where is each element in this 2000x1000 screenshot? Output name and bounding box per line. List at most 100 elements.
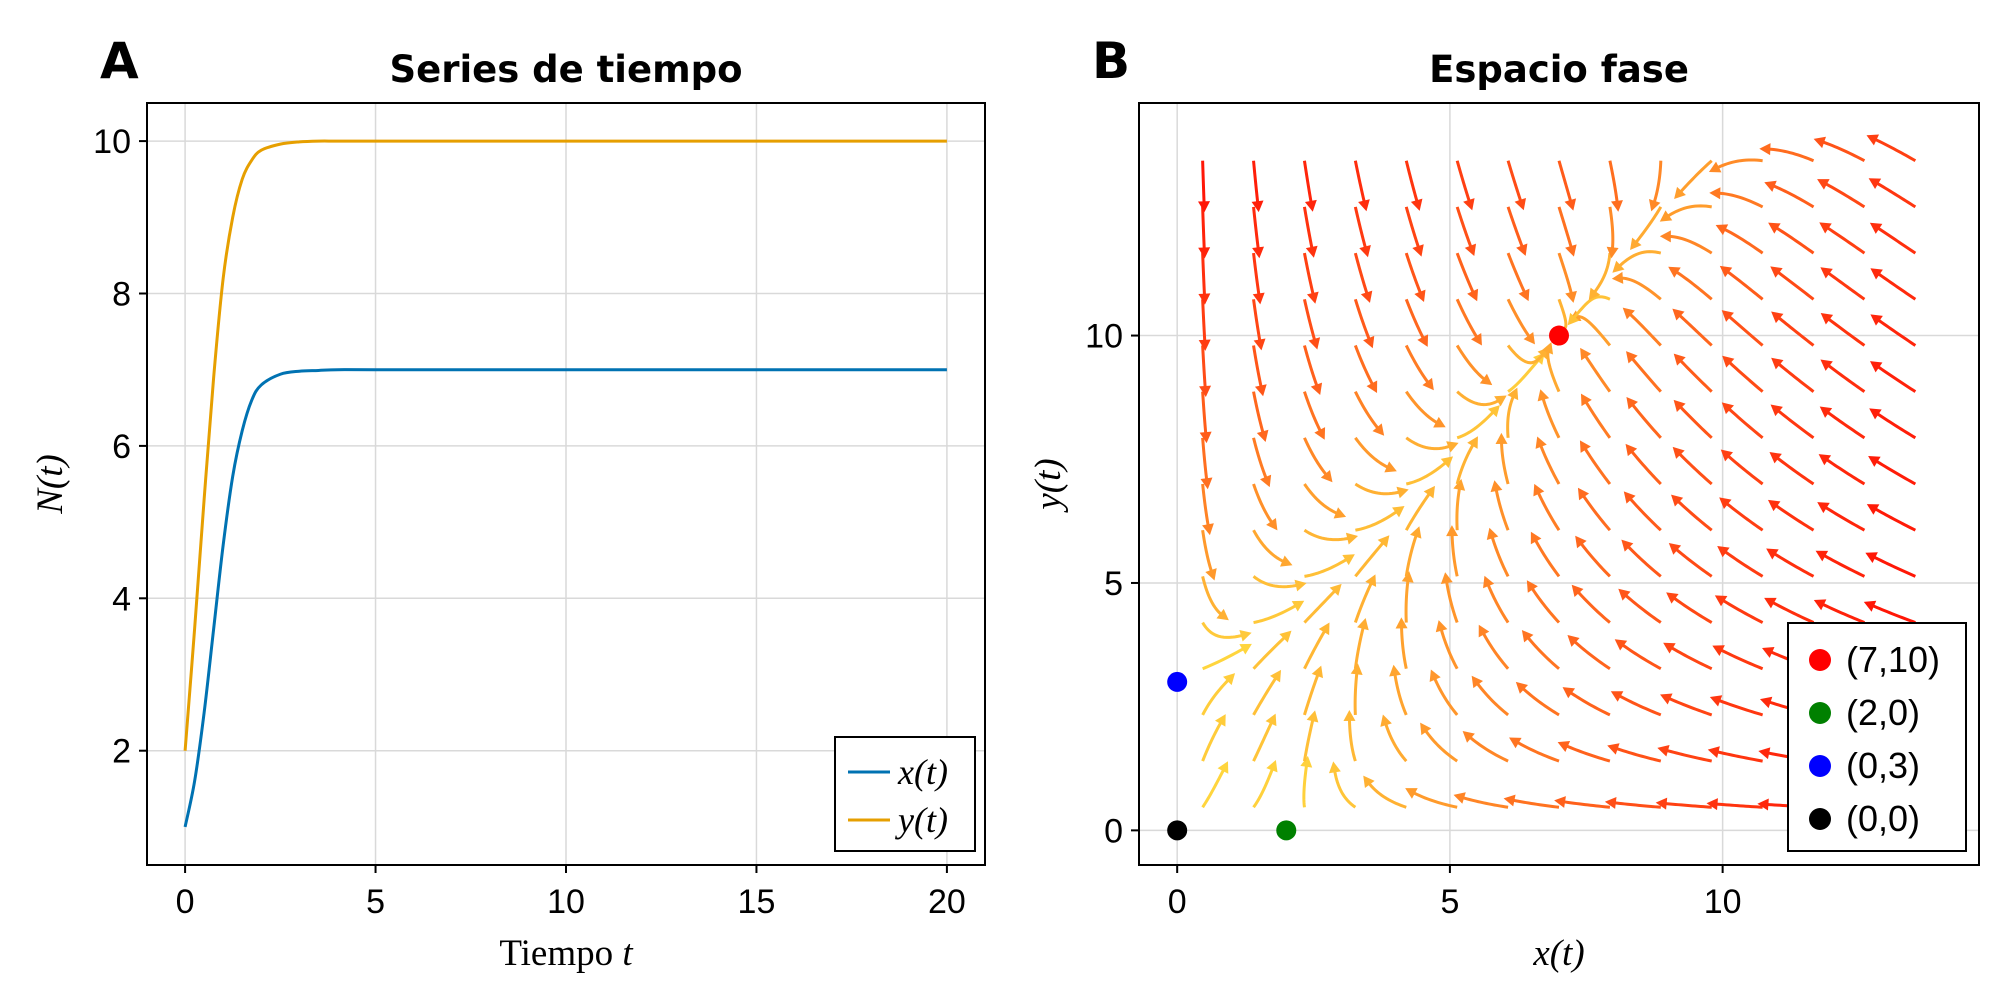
streamline-arrowhead xyxy=(1813,136,1826,149)
streamline-arrowhead xyxy=(1320,469,1333,483)
streamline-arrowhead xyxy=(1395,617,1408,629)
streamline-arrowhead xyxy=(1815,550,1829,562)
streamline xyxy=(1546,347,1561,393)
streamline-arrowhead xyxy=(1253,338,1266,351)
streamline xyxy=(1506,298,1533,341)
streamline-arrowhead xyxy=(1672,308,1685,321)
streamline xyxy=(1874,316,1917,347)
panel-a-legend: x(t) y(t) xyxy=(834,736,976,852)
streamline-arrowhead xyxy=(1571,584,1584,597)
streamline-arrowhead xyxy=(1223,673,1236,686)
panel-b-title: Espacio fase xyxy=(1429,48,1689,91)
streamline-arrowhead xyxy=(1463,198,1475,211)
streamline xyxy=(1618,641,1662,671)
legend-a-box xyxy=(834,736,976,852)
streamline xyxy=(1717,646,1764,671)
x-tick-label: 5 xyxy=(1440,883,1459,921)
streamline-arrowhead xyxy=(1252,246,1264,259)
streamline xyxy=(1765,147,1815,163)
streamline-arrowhead xyxy=(1764,597,1777,609)
streamline xyxy=(1667,644,1713,671)
streamline-arrowhead xyxy=(1333,507,1347,519)
streamline xyxy=(1532,536,1561,578)
streamline-arrowhead xyxy=(1663,642,1676,654)
streamline xyxy=(1661,801,1712,809)
streamline xyxy=(1628,447,1662,486)
streamline xyxy=(1871,136,1917,163)
streamline xyxy=(1770,550,1815,578)
streamline-arrowhead xyxy=(1720,449,1733,462)
streamline xyxy=(1574,588,1611,624)
streamline-arrowhead xyxy=(1503,794,1516,807)
streamline-arrowhead xyxy=(1515,681,1528,694)
streamline-arrowhead xyxy=(1869,361,1883,373)
streamline-arrowhead xyxy=(1280,555,1293,567)
legend-a-label-x: x(t) xyxy=(897,752,948,792)
streamline xyxy=(1455,440,1477,485)
streamline xyxy=(1252,718,1275,762)
streamline xyxy=(1506,160,1524,206)
streamline xyxy=(1725,358,1764,393)
streamline-arrowhead xyxy=(1396,486,1409,499)
streamline-arrowhead xyxy=(1389,664,1402,677)
streamline-arrowhead xyxy=(1819,406,1833,418)
streamline-arrowhead xyxy=(1588,287,1601,300)
streamline-arrowhead xyxy=(1607,743,1620,755)
streamline-arrowhead xyxy=(1721,310,1734,322)
streamline xyxy=(1252,483,1276,527)
streamline-arrowhead xyxy=(1239,643,1252,655)
streamline-arrowhead xyxy=(1671,494,1684,507)
streamline xyxy=(1353,669,1359,715)
streamline-arrowhead xyxy=(1300,755,1313,768)
streamline xyxy=(1456,390,1503,407)
streamline-arrowhead xyxy=(1360,290,1373,303)
legend-b-marker xyxy=(1809,702,1831,724)
streamline-arrowhead xyxy=(1659,210,1673,222)
streamline-arrowhead xyxy=(1706,798,1718,811)
streamline xyxy=(1404,298,1427,343)
streamline-arrowhead xyxy=(1537,389,1550,402)
streamline xyxy=(1874,363,1917,393)
y-tick-label: 10 xyxy=(93,123,131,161)
streamline-arrowhead xyxy=(1708,161,1722,173)
streamline xyxy=(1201,437,1209,484)
streamline-arrowhead xyxy=(1557,740,1571,752)
streamline-arrowhead xyxy=(1565,244,1577,257)
streamline xyxy=(1302,715,1316,762)
streamline xyxy=(1252,299,1262,345)
streamline xyxy=(1624,542,1662,578)
streamline-arrowhead xyxy=(1721,402,1734,415)
streamline-arrowhead xyxy=(1433,416,1446,428)
streamline xyxy=(1713,749,1763,763)
streamline-arrowhead xyxy=(1712,645,1725,656)
streamline-arrowhead xyxy=(1759,143,1771,156)
streamline xyxy=(1506,206,1525,251)
streamline-arrowhead xyxy=(1819,222,1832,234)
streamline-arrowhead xyxy=(1198,201,1210,213)
streamline-arrowhead xyxy=(1359,245,1371,258)
streamline-arrowhead xyxy=(1350,663,1363,676)
panel-b-ylabel: y(t) xyxy=(1028,458,1069,513)
streamline xyxy=(1404,252,1424,298)
streamline xyxy=(1455,344,1489,383)
streamline xyxy=(1874,270,1917,301)
streamline xyxy=(1824,315,1866,347)
streamline xyxy=(1405,436,1454,451)
legend-b-label: (0,3) xyxy=(1846,745,1920,786)
y-tick-label: 8 xyxy=(112,276,131,314)
streamline-arrowhead xyxy=(1618,588,1631,601)
streamline-arrowhead xyxy=(1722,355,1735,368)
streamline xyxy=(1873,179,1917,209)
panel-b-equilibria xyxy=(1167,325,1569,841)
streamline xyxy=(1355,508,1401,532)
streamline-arrowhead xyxy=(1314,427,1326,440)
streamline-arrowhead xyxy=(1611,271,1624,284)
streamline-arrowhead xyxy=(1479,373,1493,386)
streamline xyxy=(1566,689,1611,717)
streamline xyxy=(1303,587,1339,624)
streamline xyxy=(1535,488,1561,531)
streamline-arrowhead xyxy=(1770,404,1783,417)
streamline-arrowhead xyxy=(1771,357,1784,370)
streamline-arrowhead xyxy=(1866,504,1880,515)
streamline-arrowhead xyxy=(1567,312,1580,326)
